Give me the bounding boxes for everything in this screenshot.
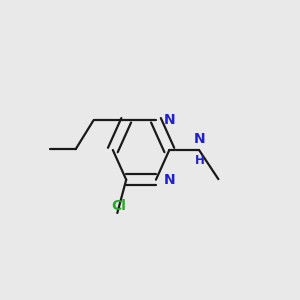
Text: N: N	[164, 113, 175, 127]
Text: H: H	[195, 154, 205, 167]
Text: N: N	[194, 132, 206, 146]
Text: Cl: Cl	[111, 199, 126, 213]
Text: N: N	[164, 173, 175, 187]
